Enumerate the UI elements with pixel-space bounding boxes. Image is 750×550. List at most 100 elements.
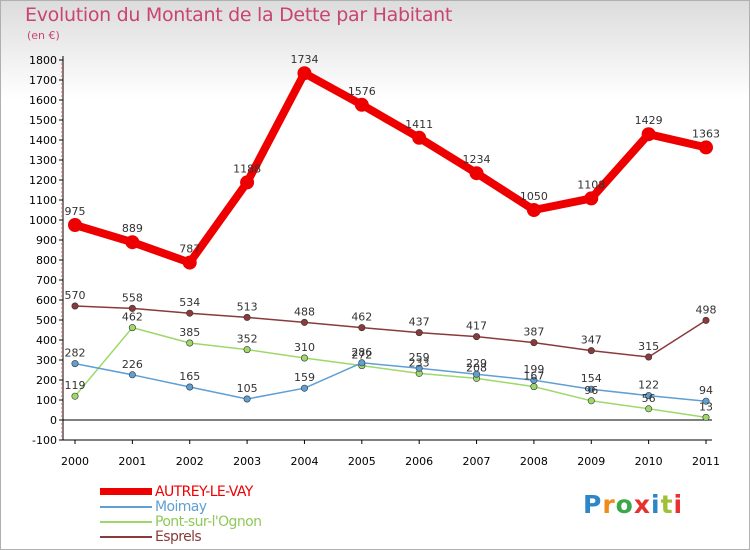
data-label: 310 bbox=[294, 341, 315, 354]
data-label: 513 bbox=[237, 300, 258, 313]
data-label: 122 bbox=[638, 379, 659, 392]
data-point bbox=[186, 309, 194, 317]
data-point bbox=[186, 339, 194, 347]
data-point bbox=[358, 324, 366, 332]
data-point bbox=[186, 383, 194, 391]
data-point bbox=[240, 175, 255, 190]
data-point bbox=[182, 255, 197, 270]
x-tick-label: 2010 bbox=[635, 455, 663, 468]
data-point bbox=[587, 385, 595, 393]
data-label: 154 bbox=[581, 372, 602, 385]
data-point bbox=[699, 140, 713, 155]
data-point bbox=[300, 384, 308, 392]
x-tick-label: 2002 bbox=[176, 455, 204, 468]
data-point bbox=[128, 324, 136, 332]
data-point bbox=[354, 97, 369, 112]
data-point bbox=[645, 405, 653, 413]
data-label: 1363 bbox=[692, 127, 720, 140]
legend-item-autrey-le-vay: AUTREY-LE-VAY bbox=[100, 484, 253, 499]
y-tick-label: 1200 bbox=[29, 174, 57, 187]
data-point bbox=[584, 191, 599, 206]
data-point bbox=[526, 203, 541, 217]
y-tick-label: 900 bbox=[36, 234, 57, 247]
data-label: 159 bbox=[294, 371, 315, 384]
data-point bbox=[68, 218, 82, 232]
logo-letter: P bbox=[583, 490, 603, 519]
legend-label: Moimay bbox=[155, 498, 207, 515]
legend-label: AUTREY-LE-VAY bbox=[155, 483, 253, 500]
data-label: 387 bbox=[523, 326, 544, 339]
data-label: 787 bbox=[179, 243, 200, 256]
data-point bbox=[587, 397, 595, 405]
y-tick-label: 1700 bbox=[29, 74, 57, 87]
data-label: 1411 bbox=[405, 118, 433, 131]
y-tick-label: 800 bbox=[36, 254, 57, 267]
data-label: 462 bbox=[122, 311, 143, 324]
data-label: 233 bbox=[409, 356, 430, 369]
legend-swatch bbox=[100, 535, 152, 538]
data-label: 488 bbox=[294, 305, 315, 318]
y-tick-label: 100 bbox=[36, 394, 57, 407]
data-point bbox=[243, 313, 251, 321]
data-point bbox=[128, 371, 136, 379]
y-tick-label: 1000 bbox=[29, 214, 57, 227]
data-label: 286 bbox=[351, 346, 372, 359]
data-point bbox=[125, 235, 140, 250]
data-label: 56 bbox=[642, 392, 656, 405]
data-label: 229 bbox=[466, 357, 487, 370]
data-label: 498 bbox=[696, 303, 717, 316]
series-line bbox=[74, 305, 707, 358]
data-point bbox=[415, 329, 423, 337]
legend-item-pont-sur-l-ognon: Pont-sur-l'Ognon bbox=[100, 513, 262, 530]
legend-item-moimay: Moimay bbox=[100, 498, 207, 515]
y-tick-label: 1400 bbox=[29, 134, 57, 147]
y-tick-label: 700 bbox=[36, 274, 57, 287]
data-point bbox=[415, 364, 423, 372]
y-tick-label: 1300 bbox=[29, 154, 57, 167]
legend-label: Pont-sur-l'Ognon bbox=[155, 513, 262, 530]
y-tick-label: -100 bbox=[32, 434, 57, 447]
data-label: 96 bbox=[584, 384, 598, 397]
x-tick-label: 2008 bbox=[520, 455, 548, 468]
data-label: 94 bbox=[699, 384, 713, 397]
data-point bbox=[641, 127, 656, 142]
x-tick-label: 2006 bbox=[405, 455, 433, 468]
data-label: 315 bbox=[638, 340, 659, 353]
data-label: 1576 bbox=[348, 85, 376, 98]
data-label: 558 bbox=[122, 291, 143, 304]
data-label: 165 bbox=[179, 370, 200, 383]
data-point bbox=[473, 333, 481, 341]
data-point bbox=[300, 318, 308, 326]
legend-swatch bbox=[100, 488, 152, 495]
data-label: 1734 bbox=[290, 53, 318, 66]
series-line bbox=[71, 69, 710, 267]
data-label: 167 bbox=[523, 370, 544, 383]
data-label: 1429 bbox=[635, 114, 663, 127]
data-label: 570 bbox=[65, 289, 86, 302]
data-label: 347 bbox=[581, 334, 602, 347]
data-label: 226 bbox=[122, 358, 143, 371]
data-label: 199 bbox=[523, 363, 544, 376]
data-point bbox=[71, 302, 79, 310]
proxiti-logo: Proxiti bbox=[583, 490, 683, 519]
data-label: 417 bbox=[466, 320, 487, 333]
data-label: 1188 bbox=[233, 162, 261, 175]
data-label: 13 bbox=[699, 400, 713, 413]
data-point bbox=[530, 339, 538, 347]
y-tick-label: 600 bbox=[36, 294, 57, 307]
y-tick-label: 0 bbox=[50, 414, 57, 427]
data-point bbox=[702, 413, 710, 421]
x-tick-label: 2004 bbox=[290, 455, 318, 468]
data-point bbox=[645, 353, 653, 361]
data-label: 272 bbox=[351, 349, 372, 362]
data-point bbox=[243, 395, 251, 403]
data-point bbox=[469, 166, 484, 181]
data-point bbox=[128, 304, 136, 312]
data-point bbox=[702, 397, 710, 405]
x-tick-label: 2011 bbox=[692, 455, 720, 468]
data-point bbox=[587, 347, 595, 355]
logo-letter: r bbox=[602, 490, 616, 519]
data-label: 352 bbox=[237, 333, 258, 346]
data-label: 975 bbox=[65, 205, 86, 218]
